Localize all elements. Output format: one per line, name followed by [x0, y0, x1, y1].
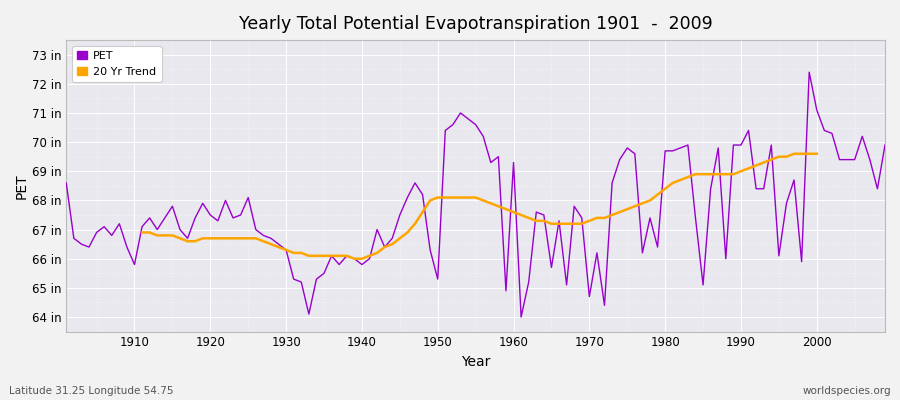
Text: Latitude 31.25 Longitude 54.75: Latitude 31.25 Longitude 54.75: [9, 386, 174, 396]
Legend: PET, 20 Yr Trend: PET, 20 Yr Trend: [72, 46, 162, 82]
Title: Yearly Total Potential Evapotranspiration 1901  -  2009: Yearly Total Potential Evapotranspiratio…: [238, 15, 713, 33]
Y-axis label: PET: PET: [15, 173, 29, 199]
X-axis label: Year: Year: [461, 355, 491, 369]
Text: worldspecies.org: worldspecies.org: [803, 386, 891, 396]
